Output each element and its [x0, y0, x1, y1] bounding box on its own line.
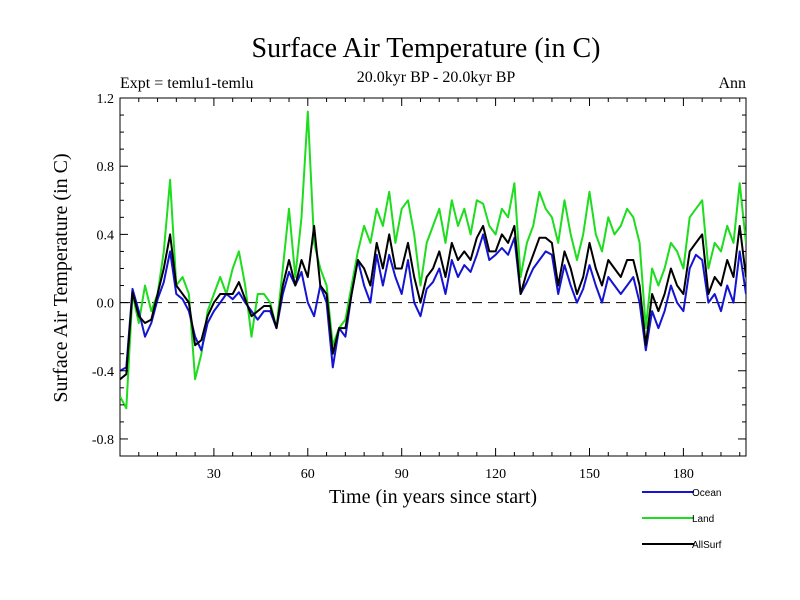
x-tick-label: 180 [673, 467, 694, 482]
y-tick-label: -0.4 [92, 365, 114, 380]
x-tick-label: 90 [395, 467, 409, 482]
legend-label-land: Land [692, 514, 714, 525]
x-tick-label: 60 [301, 467, 315, 482]
legend-label-allsurf: AllSurf [692, 540, 722, 551]
y-tick-label: 0.0 [97, 297, 115, 312]
x-axis-label: Time (in years since start) [329, 486, 537, 508]
y-tick-label: 0.8 [97, 160, 115, 175]
x-tick-label: 30 [207, 467, 221, 482]
y-tick-label: 0.4 [97, 228, 115, 243]
x-tick-label: 120 [485, 467, 506, 482]
experiment-label: Expt = temlu1-temlu [120, 75, 253, 92]
series-line-allsurf [120, 224, 746, 381]
legend-label-ocean: Ocean [692, 488, 721, 499]
y-tick-label: 1.2 [97, 92, 115, 107]
chart-title: Surface Air Temperature (in C) [252, 33, 601, 64]
y-tick-label: -0.8 [92, 433, 114, 448]
chart-subtitle: 20.0kyr BP - 20.0kyr BP [357, 69, 516, 86]
x-tick-label: 150 [579, 467, 600, 482]
tick-labels: -0.8 -0.4 0.0 0.4 0.8 1.2 30 60 90 120 150 180 [92, 92, 694, 482]
season-label: Ann [718, 75, 746, 92]
series-line-ocean [120, 233, 746, 372]
series-line-land [120, 110, 746, 410]
ticks [120, 97, 746, 457]
series-lines [120, 110, 746, 410]
legend: Ocean Land AllSurf [642, 488, 722, 551]
y-axis-label: Surface Air Temperature (in C) [50, 153, 72, 402]
